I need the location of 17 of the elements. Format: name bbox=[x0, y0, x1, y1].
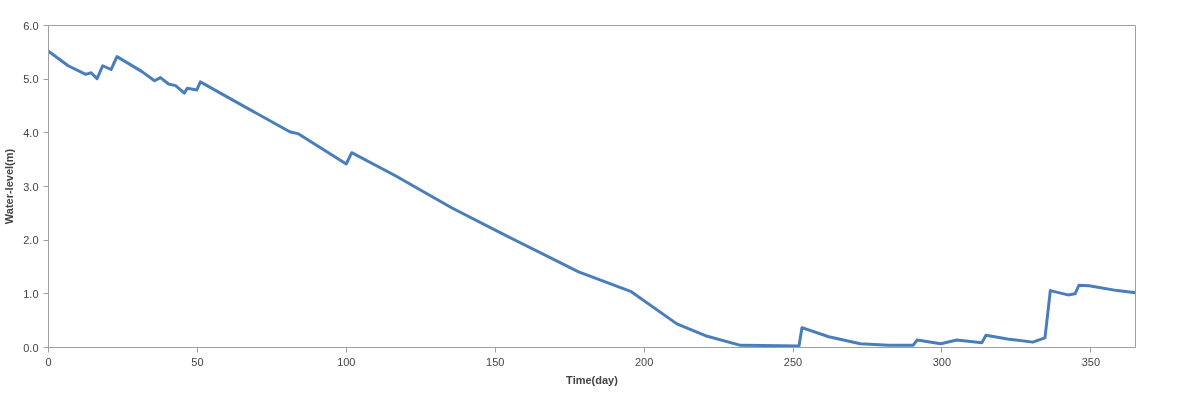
x-tick-label: 300 bbox=[932, 355, 952, 368]
y-tick-label: 5.0 bbox=[23, 73, 39, 86]
x-tick-label: 0 bbox=[45, 355, 52, 368]
y-tick-label: 0.0 bbox=[23, 341, 39, 354]
x-tick-label: 250 bbox=[783, 355, 803, 368]
x-tick-label: 100 bbox=[337, 355, 356, 368]
x-tick-label: 150 bbox=[486, 355, 505, 368]
y-tick-label: 6.0 bbox=[23, 19, 39, 32]
y-tick-label: 3.0 bbox=[23, 180, 39, 193]
y-tick-label: 1.0 bbox=[23, 287, 39, 300]
y-tick-label: 2.0 bbox=[23, 234, 39, 247]
x-tick-label: 50 bbox=[191, 355, 204, 368]
x-tick-label: 200 bbox=[634, 355, 654, 368]
y-tick-label: 4.0 bbox=[23, 126, 39, 139]
y-axis-title: Water-level(m) bbox=[3, 148, 16, 225]
x-tick-label: 350 bbox=[1081, 355, 1101, 368]
x-axis-title: Time(day) bbox=[566, 373, 619, 386]
